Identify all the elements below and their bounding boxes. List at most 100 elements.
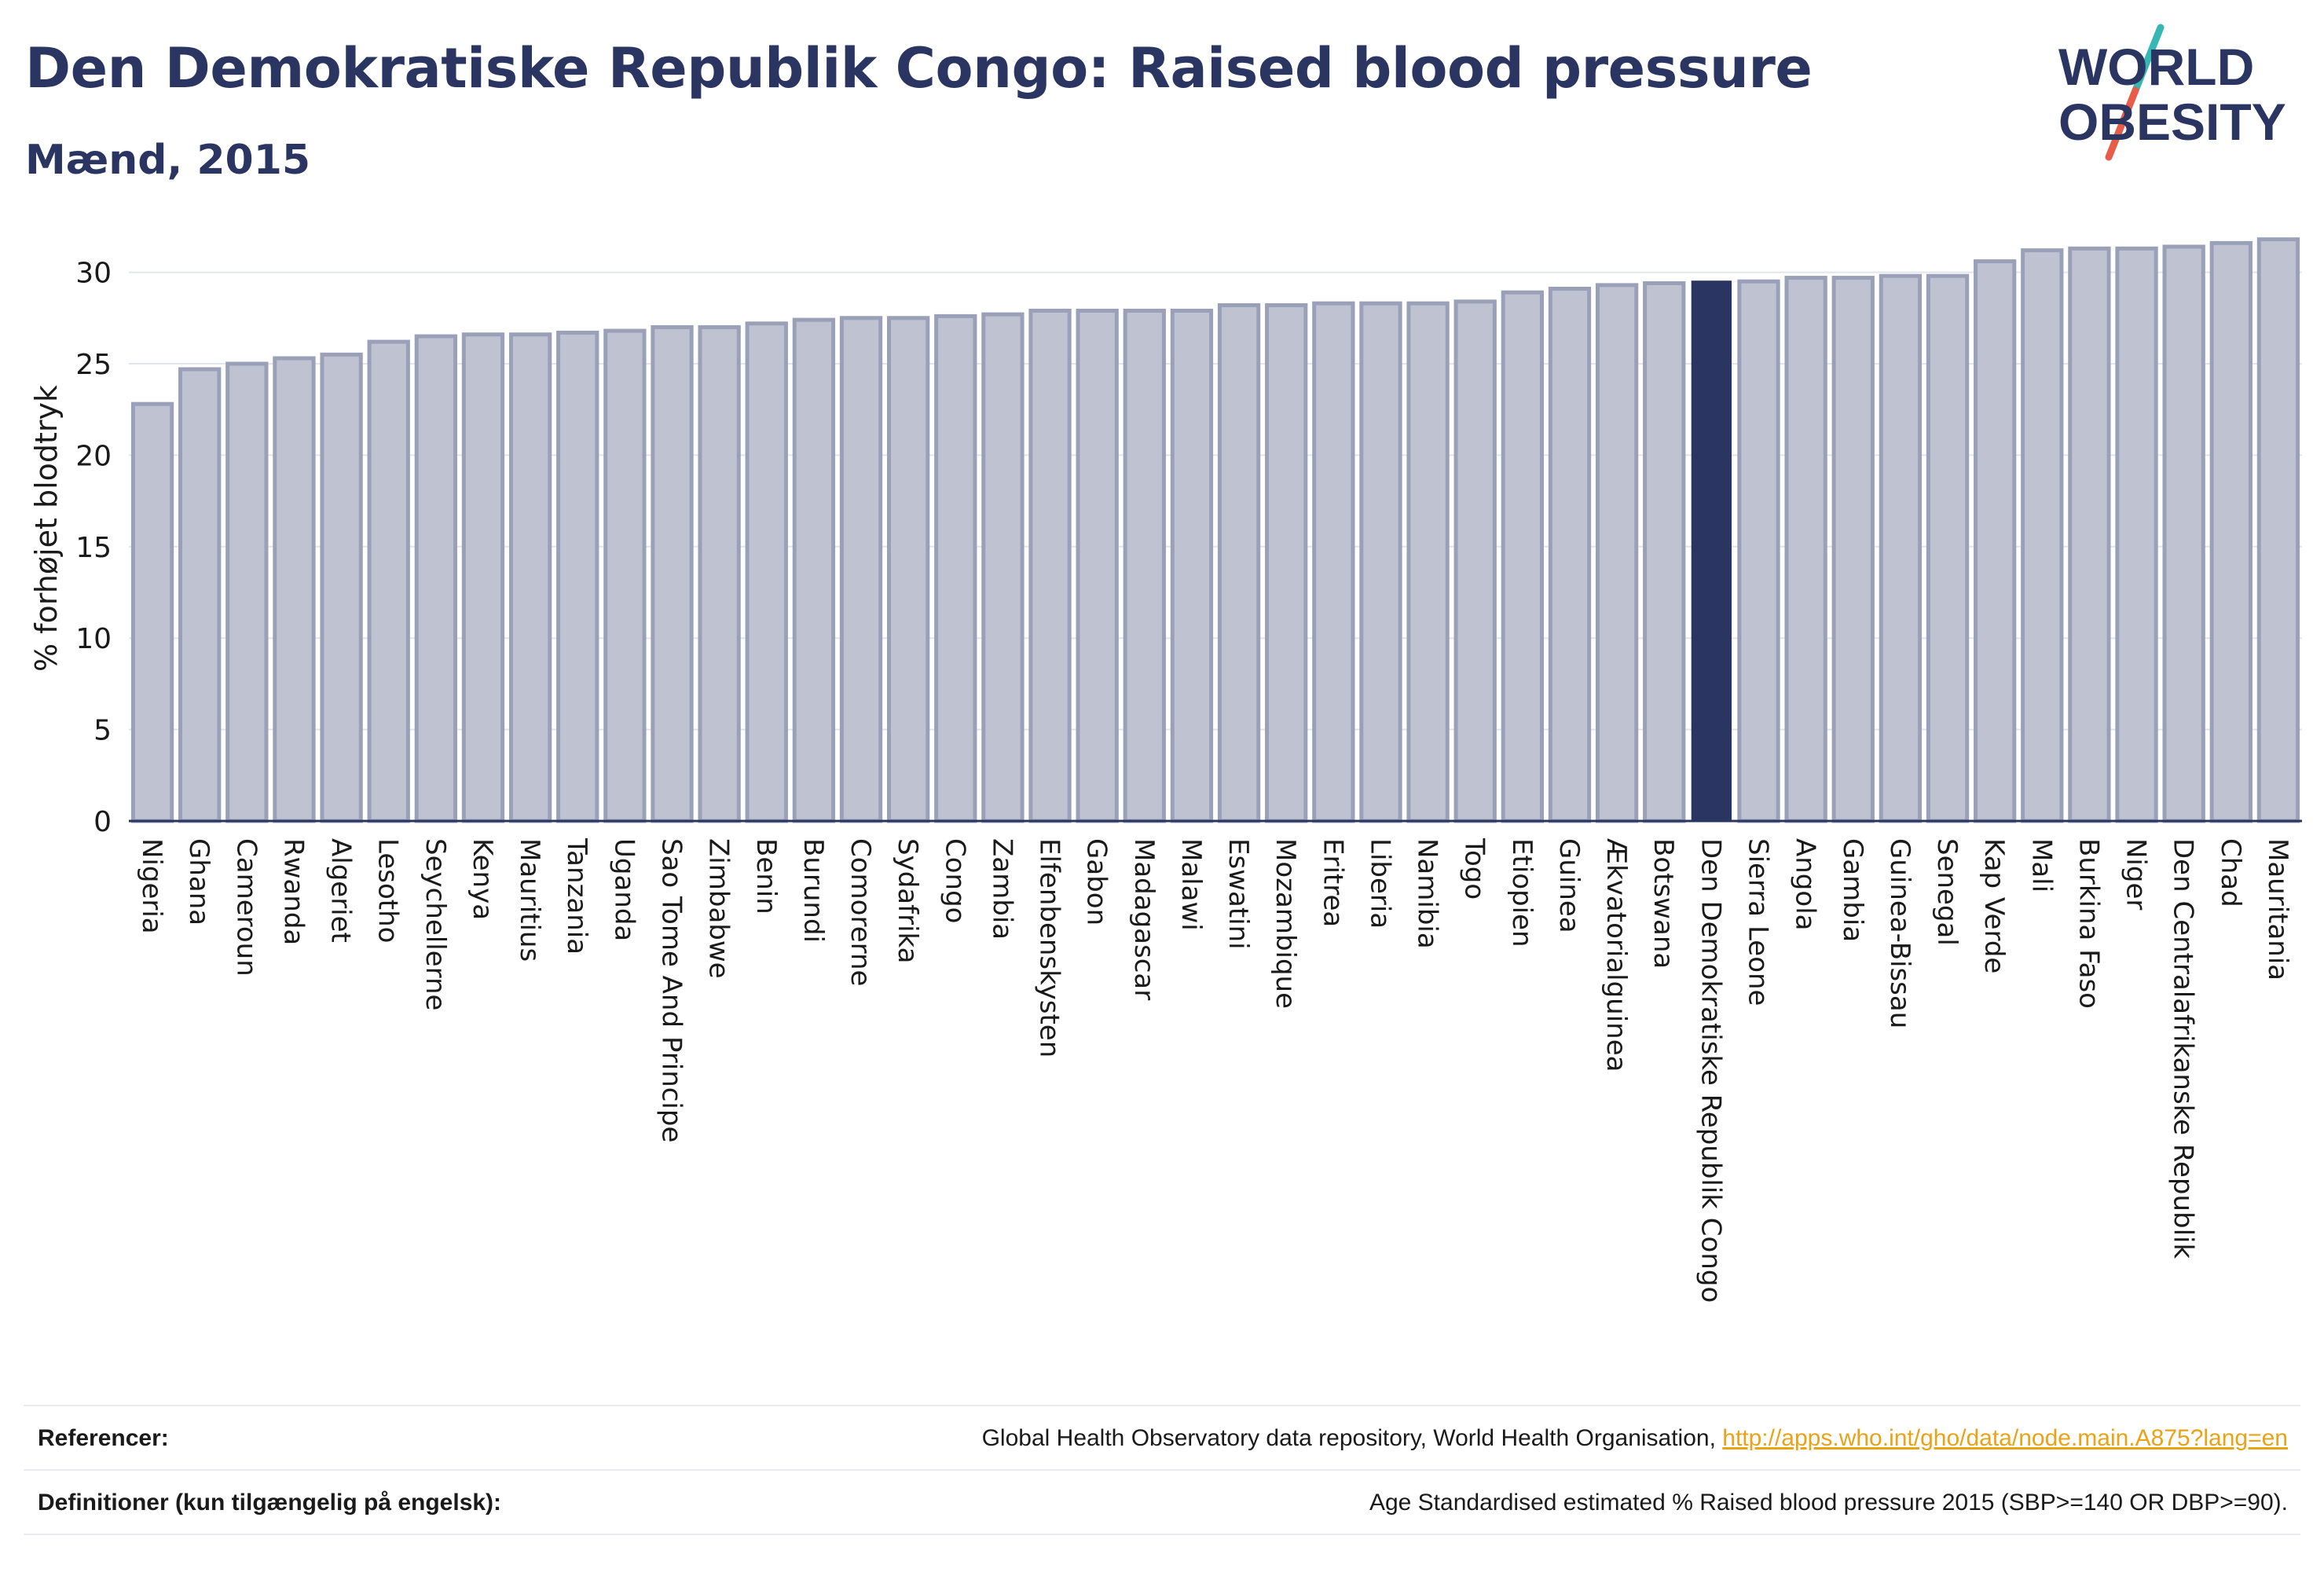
x-tick-label: Zimbabwe	[703, 838, 735, 979]
x-tick-label: Den Centralafrikanske Republik	[2168, 838, 2199, 1259]
bar-madagascar[interactable]	[1123, 308, 1166, 823]
x-tick-label: Congo	[939, 838, 970, 923]
x-tick-label: Zambia	[986, 838, 1017, 940]
bar-lesotho[interactable]	[367, 339, 410, 823]
x-tick-label: Den Demokratiske Republik Congo	[1695, 838, 1726, 1303]
bar-den-centralafrikanske-republik[interactable]	[2162, 244, 2205, 823]
logo-slash-teal	[2132, 24, 2165, 94]
bar-burundi[interactable]	[792, 317, 836, 823]
x-tick-label: Cameroun	[230, 838, 262, 977]
bar-mauritania[interactable]	[2256, 237, 2300, 823]
chart-subtitle: Mænd, 2015	[25, 137, 311, 184]
bar-sierra-leone[interactable]	[1737, 279, 1780, 823]
bar-burkina-faso[interactable]	[2068, 246, 2111, 823]
bar-elfenbenskysten[interactable]	[1028, 308, 1072, 823]
x-tick-label: Lesotho	[372, 838, 404, 943]
bar-ækvatorialguinea[interactable]	[1595, 283, 1639, 823]
bar-namibia[interactable]	[1406, 301, 1450, 823]
y-tick-label: 20	[75, 440, 112, 472]
x-tick-label: Ghana	[183, 838, 214, 925]
bar-kenya[interactable]	[461, 332, 505, 823]
bar-malawi[interactable]	[1170, 308, 1214, 823]
x-tick-label: Mauritania	[2262, 838, 2293, 980]
x-tick-label: Kap Verde	[1978, 838, 2010, 973]
bar-uganda[interactable]	[603, 328, 647, 823]
x-tick-label: Algeriet	[325, 838, 357, 943]
bar-rwanda[interactable]	[273, 356, 316, 823]
x-tick-label: Ækvatorialguinea	[1600, 838, 1632, 1072]
y-tick-label: 10	[75, 623, 112, 655]
x-tick-label: Burundi	[797, 838, 829, 943]
x-tick-label: Seychellerne	[420, 838, 451, 1010]
x-tick-label: Mozambique	[1270, 838, 1301, 1009]
bar-zimbabwe[interactable]	[698, 324, 741, 823]
bar-zambia[interactable]	[981, 312, 1025, 823]
x-tick-label: Kenya	[467, 838, 498, 920]
bar-congo[interactable]	[934, 313, 977, 823]
world-obesity-logo: WORLD OBESITY	[2058, 24, 2286, 161]
bar-chart: 0 5 10 15 20 25 30 Nigeria Ghana Cameroun Rwanda A…	[29, 237, 2302, 1303]
x-tick-label: Gambia	[1837, 838, 1868, 942]
references-table: Referencer: Global Health Observatory da…	[24, 1405, 2300, 1535]
bar-den-demokratiske-republik-congo[interactable]	[1691, 280, 1732, 822]
references-row: Referencer: Global Health Observatory da…	[24, 1405, 2300, 1469]
bar-togo[interactable]	[1453, 299, 1497, 823]
bar-seychellerne[interactable]	[414, 334, 458, 823]
x-tick-label: Guinea-Bissau	[1884, 838, 1915, 1028]
bar-tanzania[interactable]	[556, 330, 599, 823]
x-tick-label: Benin	[750, 838, 782, 914]
x-tick-label: Tanzania	[561, 837, 592, 955]
x-tick-label: Niger	[2121, 838, 2152, 910]
x-tick-label: Nigeria	[136, 838, 167, 934]
y-tick-label: 30	[75, 258, 112, 290]
bar-cameroun[interactable]	[225, 361, 269, 823]
bar-eswatini[interactable]	[1217, 302, 1261, 823]
x-tick-label: Sao Tome And Principe	[656, 838, 687, 1142]
bar-chad[interactable]	[2209, 240, 2253, 823]
y-tick-label: 25	[75, 349, 112, 381]
x-tick-label: Guinea	[1553, 838, 1585, 933]
references-label: Referencer:	[38, 1425, 169, 1451]
x-tick-labels: Nigeria Ghana Cameroun Rwanda Algeriet Lesoth…	[136, 837, 2293, 1303]
x-tick-label: Sierra Leone	[1743, 838, 1774, 1006]
x-tick-label: Sydafrika	[892, 838, 923, 963]
bar-liberia[interactable]	[1359, 301, 1402, 823]
y-axis-label: % forhøjet blodtryk	[29, 385, 64, 672]
references-link[interactable]: http://apps.who.int/gho/data/node.main.A…	[1722, 1425, 2288, 1451]
logo-word-world: WORLD	[2058, 38, 2254, 96]
bar-angola[interactable]	[1784, 276, 1827, 823]
bar-comorerne[interactable]	[839, 316, 883, 823]
bar-sao-tome-and-principe[interactable]	[651, 324, 694, 823]
x-tick-label: Uganda	[608, 838, 640, 941]
x-tick-label: Chad	[2215, 838, 2246, 907]
bar-ghana[interactable]	[178, 367, 222, 823]
bars	[130, 237, 2300, 823]
bar-mauritius[interactable]	[508, 332, 552, 823]
bar-guinea[interactable]	[1548, 287, 1592, 823]
bar-benin[interactable]	[745, 321, 788, 823]
chart-title: Den Demokratiske Republik Congo: Raised …	[25, 36, 1813, 101]
bar-kap-verde[interactable]	[1973, 259, 2017, 823]
bar-senegal[interactable]	[1926, 273, 1970, 823]
bar-niger[interactable]	[2115, 246, 2158, 823]
bar-nigeria[interactable]	[130, 401, 174, 823]
bar-etiopien[interactable]	[1501, 290, 1545, 823]
bar-botswana[interactable]	[1643, 281, 1686, 823]
bar-algeriet[interactable]	[320, 352, 363, 823]
x-tick-label: Senegal	[1931, 838, 1963, 946]
bar-eritrea[interactable]	[1312, 301, 1355, 823]
x-tick-label: Liberia	[1364, 838, 1395, 929]
bar-mozambique[interactable]	[1265, 302, 1308, 823]
bar-gabon[interactable]	[1076, 308, 1119, 823]
y-tick-label: 0	[93, 806, 112, 838]
bar-mali[interactable]	[2021, 248, 2064, 823]
logo-slash-coral	[2105, 86, 2139, 161]
definitions-value: Age Standardised estimated % Raised bloo…	[1369, 1490, 2288, 1516]
bar-sydafrika[interactable]	[886, 316, 930, 823]
x-tick-label: Gabon	[1081, 838, 1113, 925]
x-tick-label: Mali	[2025, 838, 2057, 892]
bar-guinea-bissau[interactable]	[1879, 273, 1923, 823]
definitions-row: Definitioner (kun tilgængelig på engelsk…	[24, 1469, 2300, 1535]
bar-gambia[interactable]	[1831, 276, 1875, 823]
x-tick-label: Eswatini	[1222, 838, 1254, 950]
